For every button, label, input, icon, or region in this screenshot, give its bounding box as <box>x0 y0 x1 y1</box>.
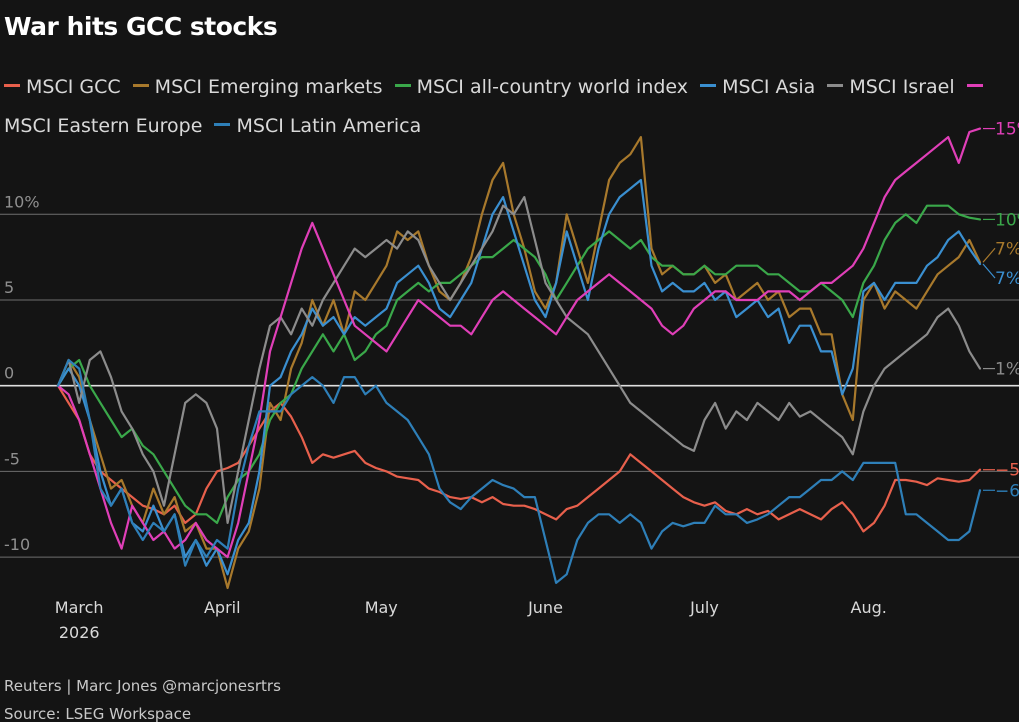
legend-label: MSCI all-country world index <box>416 76 689 98</box>
y-tick-label: 0 <box>4 364 14 383</box>
end-label: 1% <box>995 360 1019 380</box>
y-tick-label: 10% <box>4 192 40 211</box>
legend-item: MSCI Eastern Europe <box>4 76 989 137</box>
series-line <box>56 178 982 576</box>
legend-swatch <box>827 84 844 87</box>
legend-item: MSCI Asia <box>700 76 815 98</box>
legend-item: MSCI Israel <box>827 76 955 98</box>
series-line <box>56 127 982 559</box>
y-tick-label: -10 <box>4 535 30 554</box>
x-tick-label: April <box>204 598 241 617</box>
legend-label: MSCI Latin America <box>236 115 422 137</box>
x-tick-label: July <box>689 598 719 617</box>
legend-label: MSCI Emerging markets <box>154 76 383 98</box>
end-label: 10% <box>995 210 1019 230</box>
y-tick-label: -5 <box>4 449 20 468</box>
legend-swatch <box>700 84 717 87</box>
series-line <box>56 358 982 584</box>
legend: MSCI GCC MSCI Emerging markets MSCI all-… <box>4 68 1004 146</box>
series-line <box>56 196 982 524</box>
chart-title: War hits GCC stocks <box>4 12 278 41</box>
y-tick-label: 5 <box>4 278 14 297</box>
footer: Reuters | Marc Jones @marcjonesrtrs Sour… <box>4 672 281 722</box>
legend-label: MSCI Israel <box>849 76 955 98</box>
legend-swatch <box>394 84 411 87</box>
series-lines <box>56 127 982 590</box>
legend-swatch <box>966 84 983 87</box>
credit-text: Reuters | Marc Jones @marcjonesrtrs <box>4 677 281 695</box>
end-labels: −5% 7% 10% 7% 1% 15% −6% <box>982 120 1019 501</box>
x-tick-label: June <box>527 598 563 617</box>
legend-swatch <box>132 84 149 87</box>
legend-swatch <box>214 123 231 126</box>
end-label: −5% <box>995 461 1019 481</box>
grid-lines: 10% 5 0 -5 -10 <box>0 192 1019 558</box>
legend-label: MSCI GCC <box>26 76 121 98</box>
series-line <box>56 384 982 533</box>
end-label: 7% <box>995 269 1019 289</box>
series-line <box>56 204 982 524</box>
legend-item: MSCI Latin America <box>214 115 421 137</box>
end-label-leader <box>982 263 996 279</box>
x-tick-label: May <box>365 598 398 617</box>
legend-label: MSCI Eastern Europe <box>4 115 203 137</box>
x-tick-label: Aug. <box>851 598 887 617</box>
x-axis: March 2026 April May June July Aug. <box>55 598 887 642</box>
legend-item: MSCI GCC <box>4 76 121 98</box>
legend-label: MSCI Asia <box>722 76 816 98</box>
legend-item: MSCI all-country world index <box>394 76 689 98</box>
source-text: Source: LSEG Workspace <box>4 705 192 722</box>
end-label: 15% <box>995 120 1019 140</box>
legend-swatch <box>4 84 20 87</box>
x-tick-sublabel: 2026 <box>59 623 100 642</box>
end-label: 7% <box>995 239 1019 259</box>
x-tick-label: March <box>55 598 104 617</box>
end-label: −6% <box>995 481 1019 501</box>
legend-item: MSCI Emerging markets <box>132 76 383 98</box>
end-label-leader <box>982 247 996 263</box>
